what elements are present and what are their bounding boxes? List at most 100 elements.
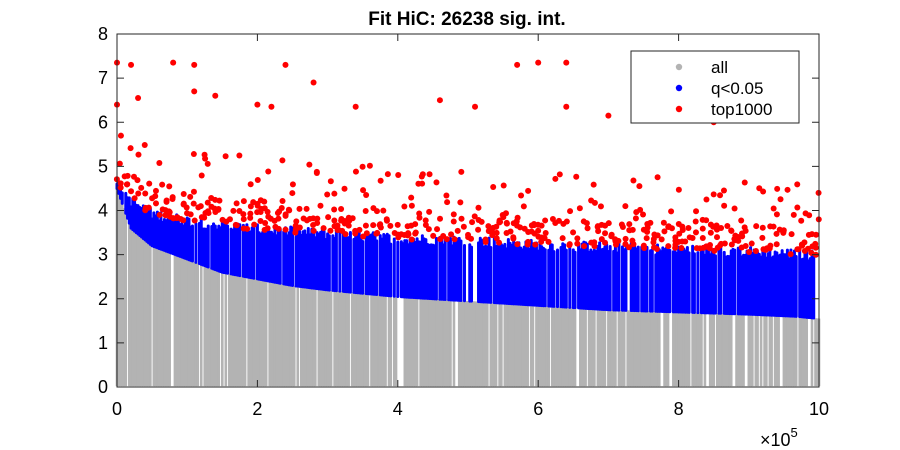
top1000-point xyxy=(625,244,632,251)
top1000-point xyxy=(408,194,415,201)
y-tick-label: 6 xyxy=(98,112,108,132)
top1000-point xyxy=(563,218,570,225)
top1000-point xyxy=(555,217,562,224)
top1000-point xyxy=(794,204,801,211)
top1000-point xyxy=(602,239,609,246)
top1000-point xyxy=(692,229,699,236)
top1000-point xyxy=(626,221,633,228)
top1000-point xyxy=(622,235,629,242)
top1000-point xyxy=(759,224,766,231)
top1000-point xyxy=(703,196,710,203)
top1000-point xyxy=(341,185,348,192)
top1000-point xyxy=(660,219,667,226)
top1000-point xyxy=(718,224,725,231)
top1000-point xyxy=(458,215,465,222)
top1000-point xyxy=(363,191,370,198)
top1000-point xyxy=(496,239,503,246)
top1000-point xyxy=(454,227,461,234)
top1000-point xyxy=(383,217,390,224)
top1000-point xyxy=(471,213,478,220)
top1000-point xyxy=(503,220,510,227)
top1000-point xyxy=(123,181,130,188)
top1000-point xyxy=(774,185,781,192)
top1000-point xyxy=(541,235,548,242)
top1000-point xyxy=(152,200,159,207)
top1000-point xyxy=(156,159,163,166)
top1000-point xyxy=(303,205,310,212)
top1000-point xyxy=(265,168,272,175)
top1000-point xyxy=(374,229,381,236)
top1000-point xyxy=(191,217,198,224)
top1000-point xyxy=(408,236,415,243)
top1000-point xyxy=(275,225,282,232)
top1000-point xyxy=(204,199,211,206)
top1000-point xyxy=(247,214,254,221)
top1000-point xyxy=(317,202,324,209)
y-tick-label: 4 xyxy=(98,201,108,221)
top1000-point xyxy=(254,101,261,108)
legend-box xyxy=(630,50,800,124)
top1000-point xyxy=(419,180,426,187)
top1000-point xyxy=(567,208,574,215)
top1000-point xyxy=(801,239,808,246)
top1000-point xyxy=(693,208,700,215)
top1000-point xyxy=(482,239,489,246)
top1000-point xyxy=(394,221,401,228)
top1000-point xyxy=(264,225,271,232)
top1000-point xyxy=(672,234,679,241)
top1000-point xyxy=(591,243,598,250)
top1000-point xyxy=(345,222,352,229)
legend-marker xyxy=(675,84,683,92)
top1000-point xyxy=(777,196,784,203)
top1000-point xyxy=(152,193,159,200)
top1000-point xyxy=(760,188,767,195)
top1000-point xyxy=(230,207,237,214)
top1000-point xyxy=(116,160,123,167)
top1000-point xyxy=(507,228,514,235)
top1000-point xyxy=(597,203,604,210)
top1000-point xyxy=(742,243,749,250)
top1000-point xyxy=(204,208,211,215)
y-tick-label: 0 xyxy=(98,377,108,397)
top1000-point xyxy=(254,177,261,184)
top1000-point xyxy=(131,195,138,202)
top1000-point xyxy=(734,233,741,240)
top1000-point xyxy=(532,241,539,248)
top1000-point xyxy=(773,230,780,237)
top1000-point xyxy=(654,232,661,239)
top1000-point xyxy=(352,168,359,175)
top1000-point xyxy=(584,225,591,232)
top1000-point xyxy=(458,168,465,175)
y-tick-label: 2 xyxy=(98,289,108,309)
top1000-point xyxy=(187,193,194,200)
top1000-point xyxy=(794,181,801,188)
top1000-point xyxy=(475,204,482,211)
legend-label: top1000 xyxy=(711,100,772,119)
top1000-point xyxy=(127,145,134,152)
top1000-point xyxy=(813,231,820,238)
top1000-point xyxy=(496,219,503,226)
top1000-point xyxy=(788,231,795,238)
top1000-point xyxy=(240,211,247,218)
top1000-point xyxy=(784,186,791,193)
top1000-point xyxy=(279,198,286,205)
top1000-point xyxy=(142,190,149,197)
top1000-point xyxy=(630,241,637,248)
top1000-point xyxy=(672,244,679,251)
top1000-point xyxy=(380,207,387,214)
top1000-point xyxy=(216,197,223,204)
top1000-point xyxy=(236,152,243,159)
top1000-point xyxy=(448,231,455,238)
top1000-point xyxy=(310,79,317,86)
top1000-point xyxy=(469,219,476,226)
top1000-point xyxy=(739,233,746,240)
top1000-point xyxy=(493,229,500,236)
top1000-point xyxy=(741,179,748,186)
top1000-point xyxy=(433,179,440,186)
top1000-point xyxy=(436,97,443,104)
series-top1000 xyxy=(113,59,822,258)
top1000-point xyxy=(244,225,251,232)
top1000-point xyxy=(573,173,580,180)
top1000-point xyxy=(416,214,423,221)
